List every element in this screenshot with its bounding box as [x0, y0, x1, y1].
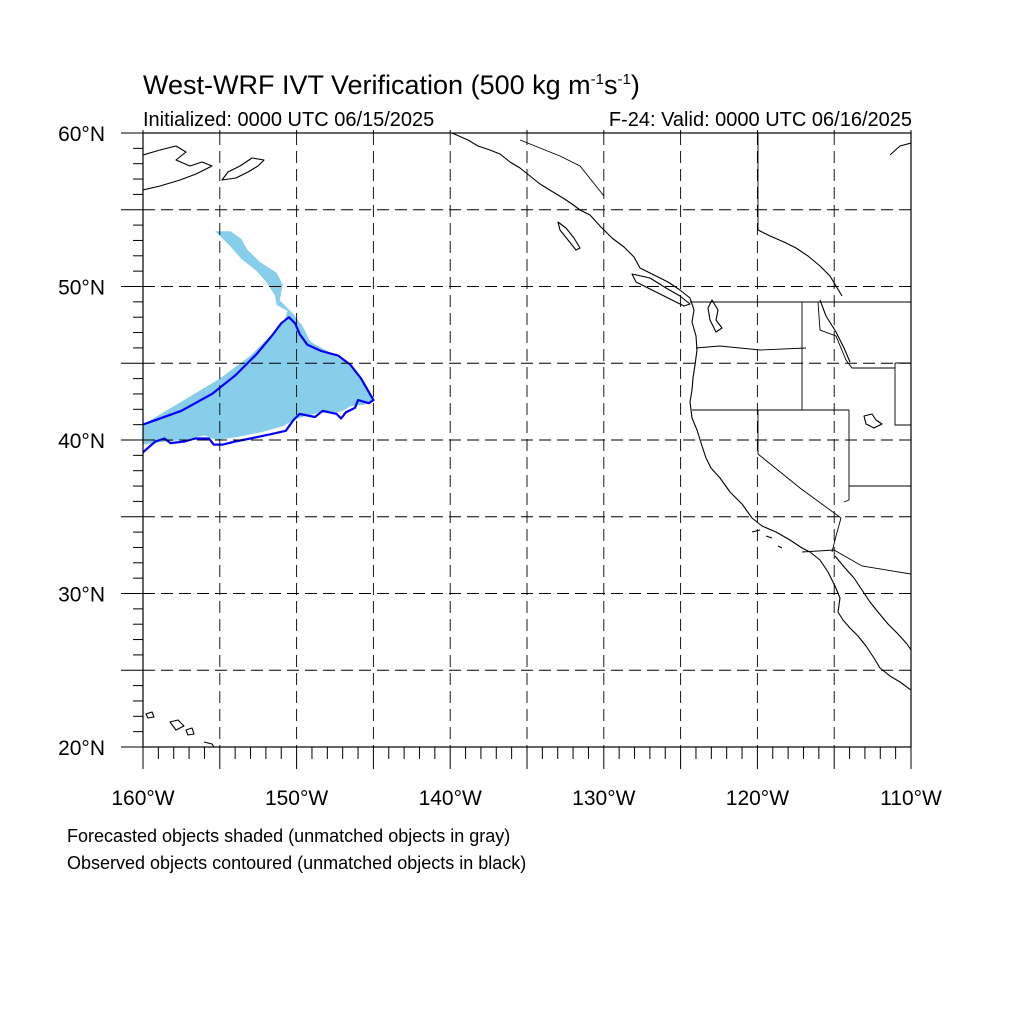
channel-islands	[751, 529, 783, 549]
title-main: West-WRF IVT Verification (500 kg m	[143, 70, 591, 100]
initialized-time: Initialized: 0000 UTC 06/15/2025	[143, 109, 435, 131]
title-exponent-1: -1	[590, 71, 604, 88]
idaho-montana-border	[817, 301, 895, 369]
puget-sound	[707, 299, 723, 333]
arizona-california-border	[831, 517, 842, 553]
hawaii-oahu	[145, 711, 155, 719]
forecast-object-shading	[143, 231, 375, 445]
footnote-forecast: Forecasted objects shaded (unmatched obj…	[67, 826, 511, 846]
hawaii-maui	[185, 727, 195, 736]
chart-title: West-WRF IVT Verification (500 kg m-1s-1…	[143, 70, 640, 101]
observed-object-contour	[143, 316, 375, 454]
coastlines-layer	[143, 133, 911, 747]
footnote-observed: Observed objects contoured (unmatched ob…	[67, 853, 527, 873]
map-frame	[142, 132, 912, 748]
axis-labels: 60°N 50°N 40°N 30°N 20°N 160°W 150°W 140°W 130°W…	[58, 123, 942, 810]
us-mexico-border	[801, 549, 911, 575]
lat-label-60: 60°N	[58, 123, 105, 146]
lat-label-40: 40°N	[58, 430, 105, 453]
vancouver-island	[631, 273, 691, 307]
haida-gwaii	[557, 221, 581, 251]
columbia-river	[819, 299, 851, 363]
lat-label-30: 30°N	[58, 584, 105, 607]
washington-oregon-border	[695, 345, 807, 351]
lon-label-110: 110°W	[880, 787, 942, 810]
aleutian-fragment	[221, 157, 265, 181]
lon-label-160: 160°W	[111, 787, 174, 810]
north-america-coastline	[451, 133, 911, 691]
title-close: )	[630, 70, 640, 100]
lon-label-140: 140°W	[419, 787, 482, 810]
great-salt-lake	[863, 413, 883, 429]
alaska-coastline	[143, 145, 213, 191]
lon-label-150: 150°W	[265, 787, 328, 810]
title-unit-s: s	[603, 70, 618, 100]
forecast-object-layer	[143, 231, 375, 445]
nevada-utah-border	[843, 410, 850, 503]
title-exponent-2: -1	[617, 71, 631, 88]
graticule	[143, 133, 911, 747]
hudson-coastline	[889, 142, 911, 156]
alaska-canada-border	[519, 139, 605, 197]
hawaii-big-island	[169, 719, 185, 731]
political-borders-layer	[519, 133, 911, 575]
baja-california-coastline	[834, 555, 911, 651]
lat-label-50: 50°N	[58, 277, 105, 300]
lon-label-130: 130°W	[572, 787, 635, 810]
california-nevada-border	[757, 410, 842, 519]
lon-label-120: 120°W	[726, 787, 789, 810]
wyoming-border	[894, 362, 911, 426]
hawaii-south	[203, 741, 215, 747]
lat-label-20: 20°N	[58, 737, 105, 760]
valid-time: F-24: Valid: 0000 UTC 06/16/2025	[608, 109, 912, 131]
observed-object-layer	[143, 316, 375, 454]
axis-ticks	[121, 130, 912, 769]
